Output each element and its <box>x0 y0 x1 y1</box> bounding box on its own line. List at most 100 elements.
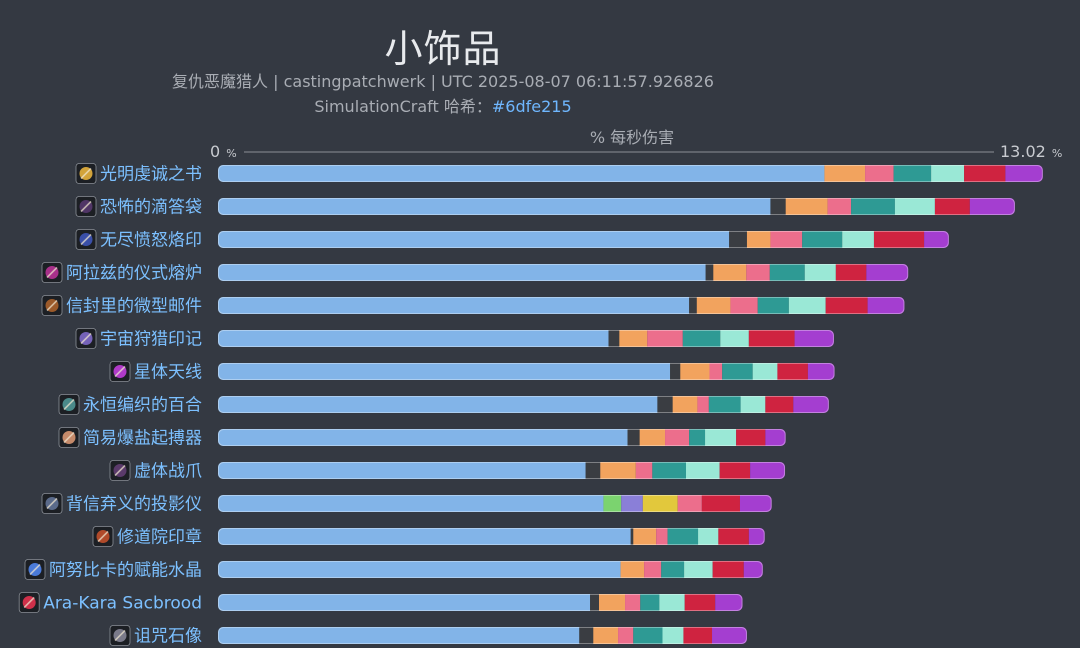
category-label[interactable]: 信封里的微型邮件 <box>66 297 202 317</box>
bar-segment <box>865 165 894 182</box>
mark-icon <box>75 328 97 349</box>
category-label[interactable]: Ara-Kara Sacbrood <box>43 594 202 614</box>
bar-segment <box>893 165 932 182</box>
bar-segment <box>824 165 866 182</box>
bar-segment <box>769 264 805 281</box>
bar-segment <box>684 561 713 578</box>
bar-segment <box>793 396 829 413</box>
bar-segment <box>689 297 697 314</box>
bar-segment <box>752 363 778 380</box>
bar-segment <box>627 429 640 446</box>
brand-icon <box>75 229 97 250</box>
bar-segment <box>640 594 660 611</box>
bar-segment <box>894 198 935 215</box>
bar-outline <box>218 561 763 578</box>
bar-segment <box>593 627 619 644</box>
crystal-icon <box>24 559 46 580</box>
bar-segment <box>662 627 684 644</box>
bar-segment <box>218 528 631 545</box>
bar-segment <box>625 594 641 611</box>
bar-segment <box>712 561 744 578</box>
bar-stack <box>218 429 786 446</box>
bar-segment <box>677 495 702 512</box>
chart-title: 小饰品 <box>384 27 502 71</box>
bar-segment <box>720 330 749 347</box>
bar-outline <box>218 429 786 446</box>
bar-segment <box>794 330 834 347</box>
bar-segment <box>842 231 874 248</box>
category-label[interactable]: 修道院印章 <box>117 528 202 548</box>
category-label[interactable]: 恐怖的滴答袋 <box>100 198 202 218</box>
bar-segment <box>748 330 795 347</box>
bar-segment <box>730 297 758 314</box>
bar-segment <box>770 198 786 215</box>
category-label[interactable]: 阿拉兹的仪式熔炉 <box>66 264 202 284</box>
bar-stack <box>218 528 765 545</box>
bar-segment <box>661 561 685 578</box>
bar-outline <box>218 198 1015 215</box>
bar-segment <box>715 594 743 611</box>
bar-outline <box>218 363 835 380</box>
bar-segment <box>218 363 671 380</box>
bar-segment <box>599 594 626 611</box>
bar-segment <box>600 462 636 479</box>
bar-segment <box>657 396 673 413</box>
bar-segment <box>708 396 741 413</box>
category-label[interactable]: 阿努比卡的赋能水晶 <box>49 561 202 581</box>
bar-segment <box>218 231 730 248</box>
bar-segment <box>684 594 716 611</box>
bar-segment <box>682 330 721 347</box>
bar-segment <box>825 297 868 314</box>
bar-segment <box>603 495 622 512</box>
hash-link[interactable]: #6dfe215 <box>491 97 572 116</box>
category-label[interactable]: 光明虔诚之书 <box>100 165 202 185</box>
bar-segment <box>608 330 620 347</box>
bar-segment <box>866 264 909 281</box>
seal-icon <box>92 526 114 547</box>
bar-segment <box>633 528 657 545</box>
category-label[interactable]: 虚体战爪 <box>134 462 202 482</box>
bar-segment <box>585 462 601 479</box>
bar-segment <box>642 495 678 512</box>
bar-stack <box>218 495 772 512</box>
bar-segment <box>712 627 747 644</box>
bar-stack <box>218 264 909 281</box>
bar-stack <box>218 561 763 578</box>
category-label[interactable]: 宇宙狩猎印记 <box>100 330 202 350</box>
bar-segment <box>620 561 645 578</box>
statue-icon <box>109 625 131 646</box>
bar-segment <box>218 594 591 611</box>
bar-segment <box>765 429 786 446</box>
bar-segment <box>689 429 706 446</box>
bar-segment <box>218 396 658 413</box>
bar-segment <box>218 330 609 347</box>
category-label[interactable]: 诅咒石像 <box>134 627 202 647</box>
bar-segment <box>748 528 765 545</box>
bar-segment <box>835 264 867 281</box>
category-labels: 光明虔诚之书恐怖的滴答袋无尽愤怒烙印阿拉兹的仪式熔炉信封里的微型邮件宇宙狩猎印记… <box>18 163 202 647</box>
bar-segment <box>218 462 586 479</box>
category-label[interactable]: 星体天线 <box>134 363 202 383</box>
bar-segment <box>680 363 710 380</box>
bar-segment <box>729 231 747 248</box>
bar-outline <box>218 264 909 281</box>
category-label[interactable]: 永恒编织的百合 <box>83 396 202 416</box>
bar-segment <box>590 594 599 611</box>
bar-segment <box>697 396 709 413</box>
bar-segment <box>218 165 825 182</box>
chart-subtitle: 复仇恶魔猎人 | castingpatchwerk | UTC 2025-08-… <box>172 72 714 91</box>
bar-segment <box>218 495 604 512</box>
bar-segment <box>705 429 737 446</box>
bar-segment <box>705 264 714 281</box>
pouch-icon <box>75 196 97 217</box>
bar-segment <box>1005 165 1043 182</box>
category-label[interactable]: 背信弃义的投影仪 <box>66 495 202 515</box>
tick-label-max: 13.02% <box>1000 142 1062 161</box>
bar-stack <box>218 231 949 248</box>
bar-segment <box>218 561 621 578</box>
bar-stack <box>218 363 835 380</box>
category-label[interactable]: 无尽愤怒烙印 <box>100 231 202 251</box>
category-label[interactable]: 简易爆盐起搏器 <box>83 429 202 449</box>
bar-segment <box>579 627 594 644</box>
